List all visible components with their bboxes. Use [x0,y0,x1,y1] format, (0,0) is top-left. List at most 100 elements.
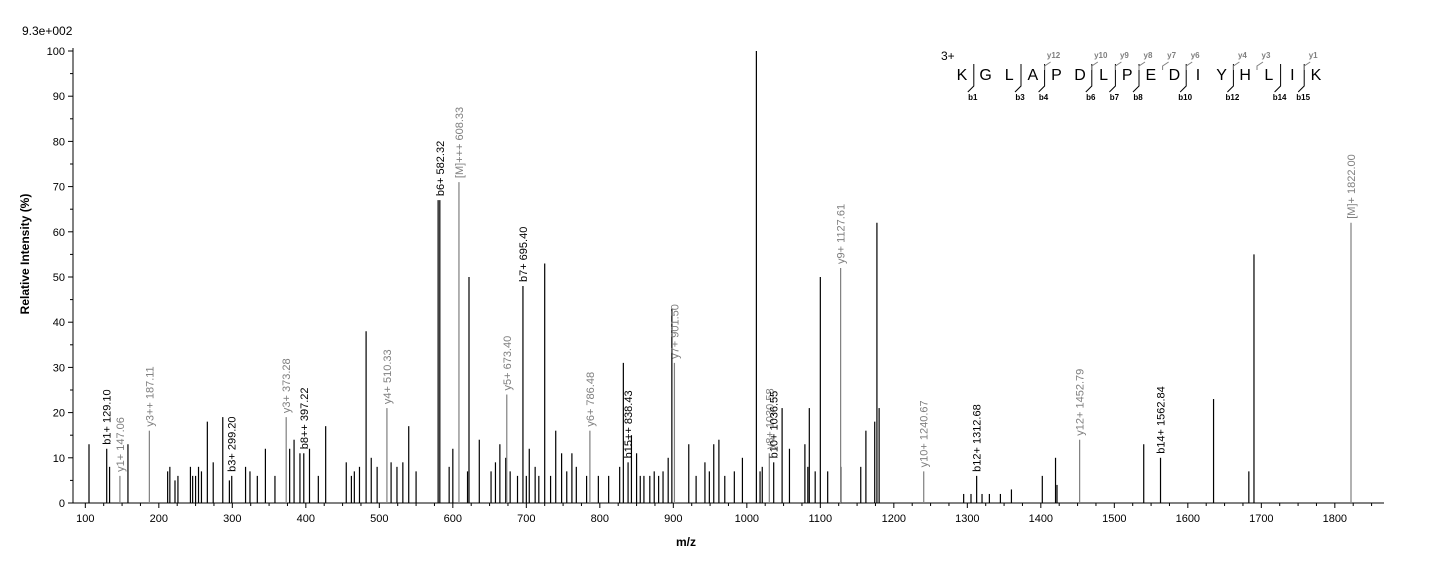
sequence-residue: K [1311,67,1322,84]
b-ion-fragment-label: b6 [1086,93,1096,102]
b-ion-cleavage-mark [1179,64,1187,93]
y-tick-label: 80 [53,136,65,148]
sequence-residue: K [957,67,968,84]
y-ion-label: y9+ 1127.61 [836,204,848,264]
y-ion-label: y7+ 901.50 [669,304,681,359]
sequence-residue: H [1239,67,1251,84]
y-ion-label: y8+ 1030.58 [764,388,776,449]
x-tick-label: 500 [370,513,388,525]
x-axis-title: m/z [676,535,696,549]
b-ion-label: b8++ 397.22 [299,387,311,449]
x-tick-label: 1600 [1176,513,1200,525]
x-tick-label: 1000 [735,513,759,525]
y-ion-fragment-label: y4 [1238,51,1247,60]
b-ion-fragment-label: b8 [1133,93,1143,102]
x-tick-label: 600 [444,513,462,525]
sequence-residue: E [1145,67,1156,84]
b-ion-label: b6+ 582.32 [435,141,447,196]
sequence-residue: D [1169,67,1181,84]
intensity-scale-label: 9.3e+002 [22,24,73,38]
sequence-residue: L [1099,67,1108,84]
sequence-residue: I [1196,67,1200,84]
sequence-residue: L [1264,67,1273,84]
sequence-residue: A [1027,67,1038,84]
sequence-annotation: 3+K G L A P D L P E D I Y H L I Kb1 b3 b4 b6 b7 b8 b10 b12 b14 b… [941,49,1322,102]
b-ion-cleavage-mark [1014,64,1022,93]
y-ion-label: y6+ 786.48 [585,372,597,427]
x-tick-label: 1100 [808,513,832,525]
y-ion-label: y4+ 510.33 [382,349,394,404]
y-ion-fragment-label: y8 [1144,51,1153,60]
y-tick-label: 20 [53,408,65,420]
x-tick-label: 100 [76,513,94,525]
y-tick-label: 70 [53,182,65,194]
x-tick-label: 1500 [1102,513,1126,525]
y-ion-label: y3++ 187.11 [144,366,156,426]
y-ion-label: y10+ 1240.67 [919,400,931,467]
b-ion-cleavage-mark [1227,64,1234,93]
y-ion-cleavage-mark [1303,61,1311,70]
b-ion-fragment-label: b14 [1273,93,1287,102]
y-tick-label: 10 [53,453,65,465]
b-ion-label: b14+ 1562.84 [1156,386,1168,454]
y-ion-label: y5+ 673.40 [502,336,514,391]
y-ion-label: y12+ 1452.79 [1075,369,1087,436]
y-tick-label: 60 [53,227,65,239]
y-ion-fragment-label: y9 [1120,51,1129,60]
b-ion-cleavage-mark [1297,64,1305,93]
b-ion-fragment-label: b7 [1110,93,1120,102]
y-ion-fragment-label: y7 [1167,51,1176,60]
b-ion-fragment-label: b12 [1226,93,1240,102]
y-ion-cleavage-mark [1162,61,1169,70]
y-ion-cleavage-mark [1044,61,1051,70]
sequence-residue: P [1122,67,1133,84]
sequence-residue: Y [1216,67,1227,84]
x-tick-label: 200 [150,513,168,525]
x-tick-label: 1400 [1029,513,1053,525]
y-ion-label: y1+ 147.06 [115,417,127,472]
y-ion-fragment-label: y6 [1191,51,1200,60]
peak-labels: b1+ 129.10 y1+ 147.06 y3++ 187.11 b3+ 299.2… [102,107,1358,472]
y-tick-label: 100 [47,46,65,58]
sequence-residue: L [1005,67,1014,84]
x-tick-label: 800 [591,513,609,525]
precursor-charge: 3+ [941,49,955,63]
x-tick-label: 1200 [882,513,906,525]
b-ion-label: b15++ 838.43 [623,390,635,458]
x-tick-label: 1300 [955,513,979,525]
b-ion-cleavage-mark [967,64,975,93]
sequence-residue: P [1051,67,1062,84]
y-tick-label: 50 [53,272,65,284]
y-ion-cleavage-mark [1232,61,1240,70]
sequence-residue: G [979,67,991,84]
b-ion-cleavage-mark [1109,64,1116,93]
x-tick-label: 1800 [1323,513,1347,525]
b-ion-label: b3+ 299.20 [227,417,239,472]
b-ion-label: b12+ 1312.68 [972,404,984,472]
b-ion-fragment-label: b1 [968,93,978,102]
b-ion-label: b1+ 129.10 [102,389,114,444]
sequence-residue: I [1290,67,1294,84]
y-ion-fragment-label: y3 [1262,51,1271,60]
y-tick-label: 40 [53,317,65,329]
y-tick-label: 0 [59,498,65,510]
b-ion-cleavage-mark [1038,64,1046,93]
b-ion-fragment-label: b3 [1015,93,1025,102]
y-ion-label: y3+ 373.28 [281,358,293,413]
x-tick-label: 300 [223,513,241,525]
y-axis-title: Relative Intensity (%) [18,194,32,315]
y-tick-label: 90 [53,91,65,103]
y-ion-cleavage-mark [1185,61,1193,70]
y-ion-label: [M]+++ 608.33 [454,107,466,178]
y-ion-label: [M]+ 1822.00 [1346,154,1358,219]
x-tick-label: 400 [297,513,315,525]
y-ion-cleavage-mark [1256,61,1264,70]
x-tick-label: 700 [517,513,535,525]
b-ion-label: b7+ 695.40 [518,227,530,282]
y-ion-fragment-label: y1 [1309,51,1318,60]
y-ion-cleavage-mark [1091,61,1099,70]
y-ion-cleavage-mark [1114,61,1122,70]
b-ion-cleavage-mark [1085,64,1093,93]
x-tick-label: 900 [664,513,682,525]
